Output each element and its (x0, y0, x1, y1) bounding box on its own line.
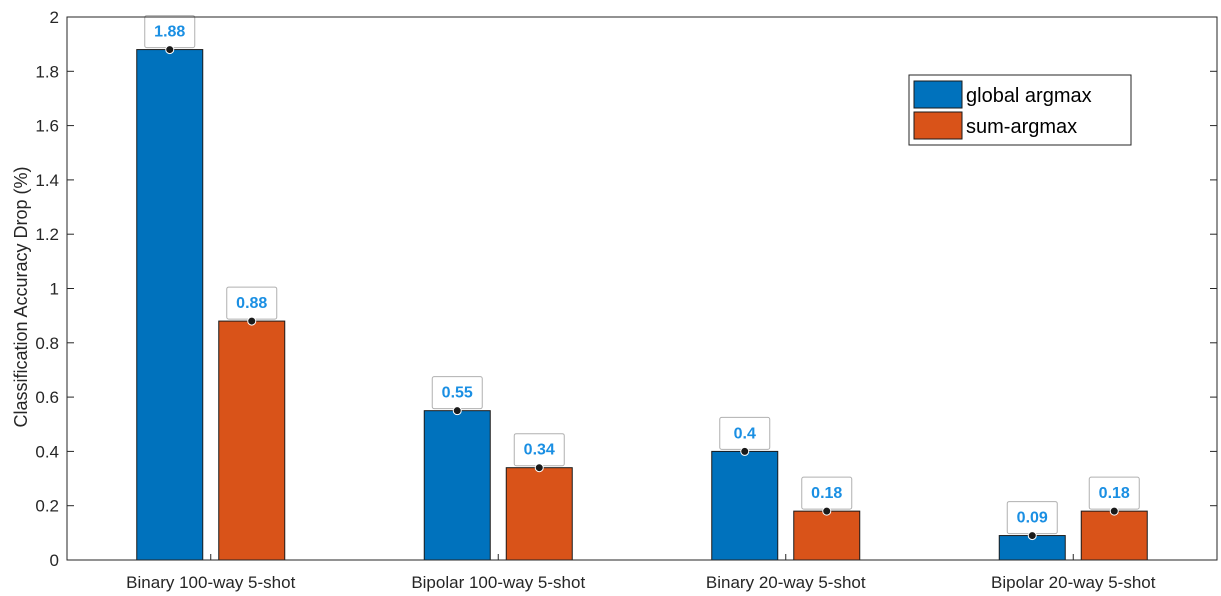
x-tick-label: Bipolar 100-way 5-shot (411, 573, 585, 592)
y-tick-label: 0.2 (35, 497, 59, 516)
bars-layer (136, 49, 1148, 561)
x-tick-label: Binary 20-way 5-shot (706, 573, 866, 592)
legend-entry: global argmax (966, 85, 1092, 107)
legend-swatch (913, 111, 963, 140)
data-point-marker (740, 446, 750, 456)
data-point-marker (165, 45, 175, 55)
x-tick-label: Binary 100-way 5-shot (126, 573, 295, 592)
y-tick-label: 0.8 (35, 334, 59, 353)
y-tick-label: 1 (50, 280, 59, 299)
data-point-marker (1027, 531, 1037, 541)
bar-global-argmax-1 (423, 410, 491, 561)
y-tick-label: 1.6 (35, 117, 59, 136)
y-tick-label: 0.6 (35, 388, 59, 407)
y-tick-label: 1.4 (35, 171, 59, 190)
data-label: 1.88 (154, 24, 185, 41)
data-label: 0.18 (1099, 485, 1130, 502)
legend-entry: sum-argmax (966, 116, 1077, 138)
data-point-marker (247, 316, 257, 326)
data-point-marker (1109, 506, 1119, 516)
bar-sum-argmax-1 (505, 467, 573, 561)
data-label: 0.88 (236, 295, 267, 312)
bar-global-argmax-2 (711, 450, 779, 561)
legend: global argmax sum-argmax (908, 74, 1132, 146)
legend-swatch (913, 80, 963, 109)
data-label: 0.34 (524, 442, 555, 459)
y-tick-label: 1.2 (35, 225, 59, 244)
y-axis-title: Classification Accuracy Drop (%) (11, 166, 31, 427)
x-tick-label: Bipolar 20-way 5-shot (991, 573, 1156, 592)
bar-sum-argmax-2 (793, 510, 861, 561)
y-tick-label: 0.4 (35, 442, 59, 461)
data-point-marker (534, 463, 544, 473)
bar-global-argmax-0 (136, 49, 204, 561)
bar-sum-argmax-0 (218, 320, 286, 561)
data-point-marker (822, 506, 832, 516)
axes-layer: Binary 100-way 5-shot Bipolar 100-way 5-s… (35, 8, 1218, 592)
y-tick-label: 0 (50, 551, 59, 570)
data-point-marker (452, 406, 462, 416)
y-tick-label: 1.8 (35, 62, 59, 81)
data-label: 0.09 (1017, 510, 1048, 527)
y-tick-label: 2 (50, 8, 59, 27)
data-label: 0.55 (442, 385, 473, 402)
bar-sum-argmax-3 (1080, 510, 1148, 561)
data-label: 0.4 (734, 425, 756, 442)
data-label: 0.18 (811, 485, 842, 502)
data-labels-layer: 1.88 0.88 0.55 0.34 0.4 0.18 0.09 0.18 (144, 15, 1140, 541)
